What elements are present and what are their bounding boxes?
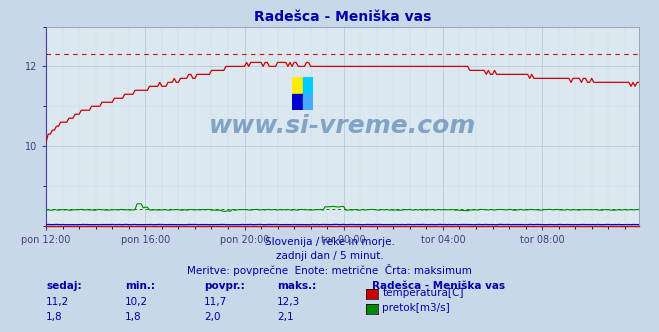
Text: 2,0: 2,0 [204, 312, 221, 322]
Text: sedaj:: sedaj: [46, 281, 82, 290]
Text: Radešca - Meniška vas: Radešca - Meniška vas [372, 281, 505, 290]
Bar [303, 77, 314, 94]
Text: 12,3: 12,3 [277, 297, 300, 307]
Bar [293, 94, 303, 110]
Title: Radešca - Meniška vas: Radešca - Meniška vas [254, 10, 432, 24]
Text: Slovenija / reke in morje.: Slovenija / reke in morje. [264, 237, 395, 247]
Text: Meritve: povprečne  Enote: metrične  Črta: maksimum: Meritve: povprečne Enote: metrične Črta:… [187, 264, 472, 276]
Text: zadnji dan / 5 minut.: zadnji dan / 5 minut. [275, 251, 384, 261]
Text: www.si-vreme.com: www.si-vreme.com [209, 114, 476, 138]
Text: temperatura[C]: temperatura[C] [382, 288, 464, 298]
Text: 11,7: 11,7 [204, 297, 227, 307]
Text: povpr.:: povpr.: [204, 281, 245, 290]
Text: 10,2: 10,2 [125, 297, 148, 307]
Text: min.:: min.: [125, 281, 156, 290]
Text: 1,8: 1,8 [125, 312, 142, 322]
Text: pretok[m3/s]: pretok[m3/s] [382, 303, 450, 313]
Bar [303, 94, 314, 110]
Text: 1,8: 1,8 [46, 312, 63, 322]
Text: 11,2: 11,2 [46, 297, 69, 307]
Text: 2,1: 2,1 [277, 312, 293, 322]
Text: maks.:: maks.: [277, 281, 316, 290]
Bar [293, 77, 303, 94]
